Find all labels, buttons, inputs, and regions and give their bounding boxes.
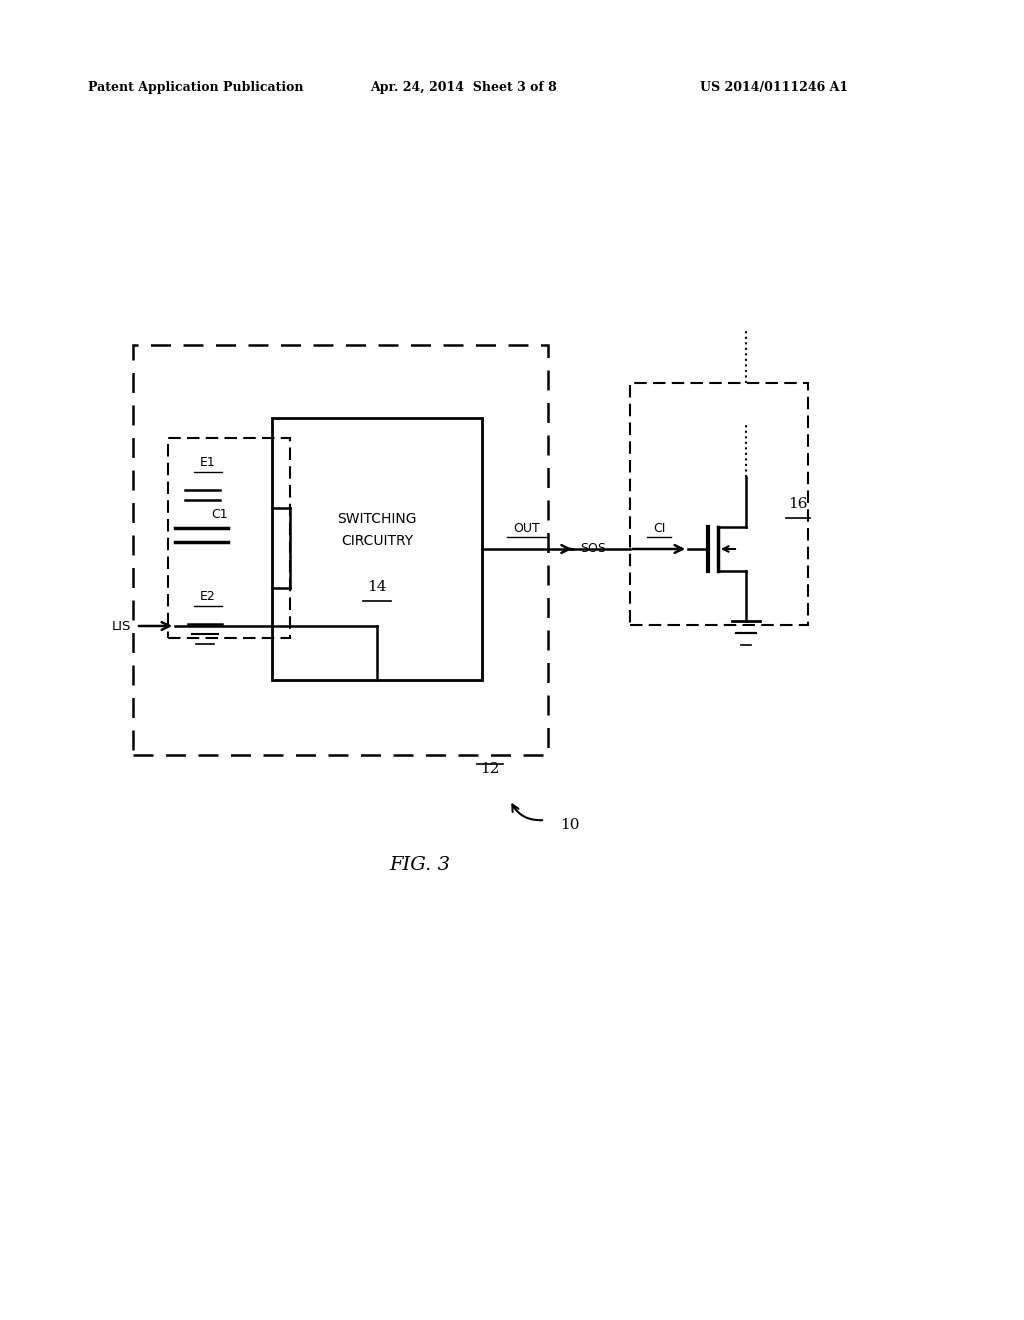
Text: 14: 14 (368, 579, 387, 594)
Text: E2: E2 (200, 590, 216, 602)
Text: E1: E1 (200, 455, 216, 469)
Text: LIS: LIS (112, 619, 131, 632)
Text: SOS: SOS (580, 543, 606, 556)
Text: Apr. 24, 2014  Sheet 3 of 8: Apr. 24, 2014 Sheet 3 of 8 (370, 82, 557, 95)
Text: SWITCHING: SWITCHING (337, 512, 417, 525)
Text: 16: 16 (788, 498, 808, 511)
Text: OUT: OUT (514, 521, 541, 535)
Text: 10: 10 (560, 818, 580, 832)
Text: CIRCUITRY: CIRCUITRY (341, 535, 413, 548)
Text: CI: CI (653, 521, 666, 535)
Text: US 2014/0111246 A1: US 2014/0111246 A1 (700, 82, 848, 95)
Text: Patent Application Publication: Patent Application Publication (88, 82, 303, 95)
Text: C1: C1 (212, 507, 228, 520)
Text: FIG. 3: FIG. 3 (389, 855, 451, 874)
Text: 12: 12 (480, 762, 500, 776)
